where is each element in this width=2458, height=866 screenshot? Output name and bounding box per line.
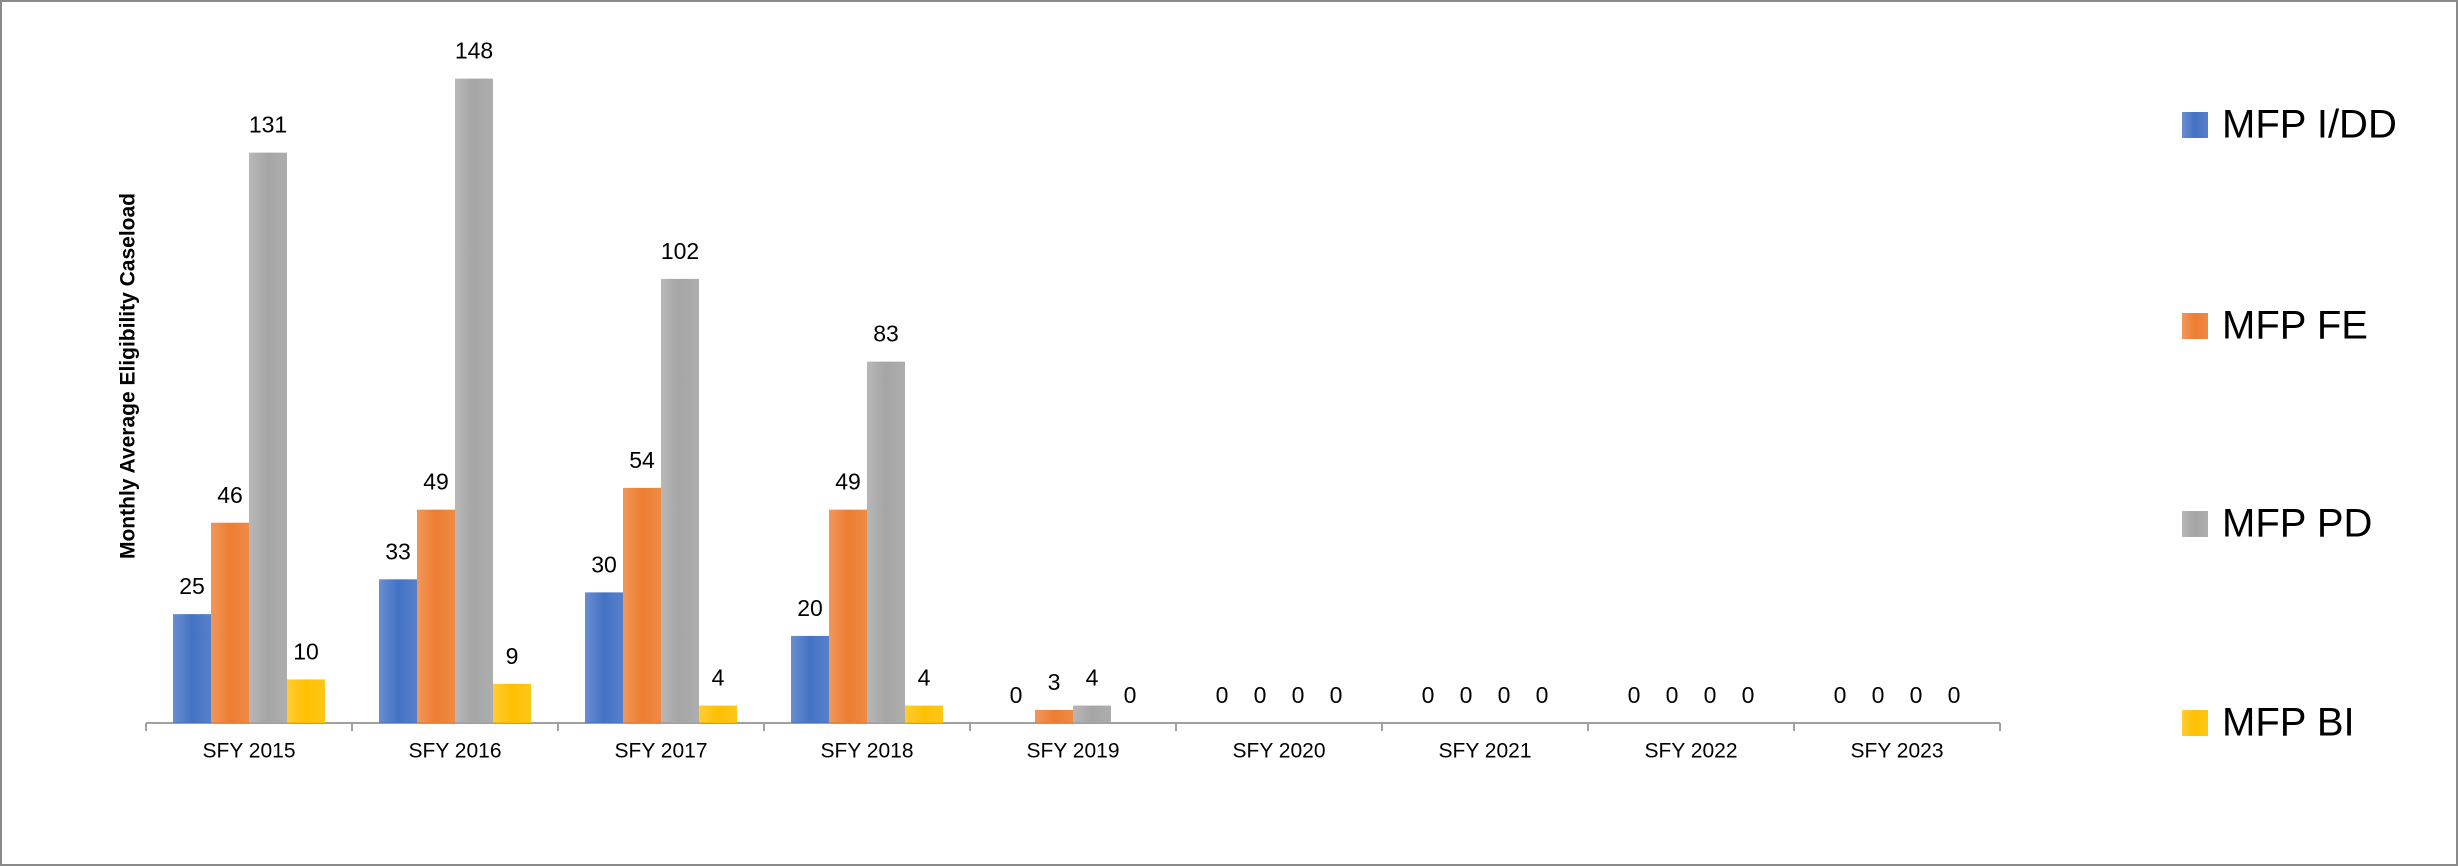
legend-label: MFP BI [2222,701,2355,745]
data-label: 49 [423,469,449,495]
data-label: 9 [506,643,519,669]
data-label: 49 [835,469,861,495]
bar [287,679,325,723]
legend-swatch [2182,710,2208,736]
data-label: 0 [1872,682,1885,708]
bar [829,509,867,723]
bar [905,705,943,723]
data-label: 0 [1330,682,1343,708]
bar [661,278,699,723]
bar [791,635,829,723]
legend-swatch [2182,112,2208,138]
data-label: 0 [1292,682,1305,708]
bar [867,361,905,723]
data-label: 20 [797,595,823,621]
data-label: 33 [385,538,411,564]
data-label: 0 [1666,682,1679,708]
bar [211,522,249,723]
x-tick-label: SFY 2023 [1850,740,1943,763]
x-tick-label: SFY 2017 [614,740,707,763]
bar [417,509,455,723]
data-label: 83 [873,321,899,347]
data-label: 3 [1048,669,1061,695]
data-label: 0 [1834,682,1847,708]
x-tick-label: SFY 2019 [1026,740,1119,763]
data-label: 0 [1536,682,1549,708]
bar [379,579,417,723]
data-label: 0 [1460,682,1473,708]
data-label: 0 [1498,682,1511,708]
bar [173,614,211,723]
bar [455,78,493,723]
legend-label: MFP I/DD [2222,103,2397,147]
data-label: 10 [293,639,319,665]
data-label: 0 [1010,682,1023,708]
legend-swatch [2182,511,2208,537]
data-label: 0 [1254,682,1267,708]
data-label: 30 [591,551,617,577]
data-label: 4 [1086,665,1099,691]
x-tick-label: SFY 2015 [202,740,295,763]
bar [699,705,737,723]
y-axis-label: Monthly Average Eligibility Caseload [117,193,140,559]
bar [249,152,287,724]
data-label: 0 [1704,682,1717,708]
data-label: 0 [1422,682,1435,708]
data-label: 25 [179,573,205,599]
data-label: 148 [455,38,493,64]
data-label: 102 [661,238,699,264]
x-tick-label: SFY 2021 [1438,740,1531,763]
data-label: 0 [1742,682,1755,708]
x-tick-label: SFY 2016 [408,740,501,763]
bar [585,592,623,723]
data-label: 54 [629,447,655,473]
data-label: 0 [1124,682,1137,708]
bar [1073,705,1111,723]
data-label: 4 [712,665,725,691]
bar [623,487,661,723]
bar [1035,709,1073,723]
data-label: 0 [1910,682,1923,708]
x-tick-label: SFY 2022 [1644,740,1737,763]
x-tick-label: SFY 2020 [1232,740,1325,763]
bar [493,683,531,723]
data-label: 0 [1216,682,1229,708]
data-label: 0 [1628,682,1641,708]
data-label: 4 [918,665,931,691]
x-tick-label: SFY 2018 [820,740,913,763]
legend-label: MFP PD [2222,502,2372,546]
legend-label: MFP FE [2222,304,2368,348]
legend-swatch [2182,313,2208,339]
data-label: 0 [1948,682,1961,708]
data-label: 131 [249,112,287,138]
data-label: 46 [217,482,243,508]
